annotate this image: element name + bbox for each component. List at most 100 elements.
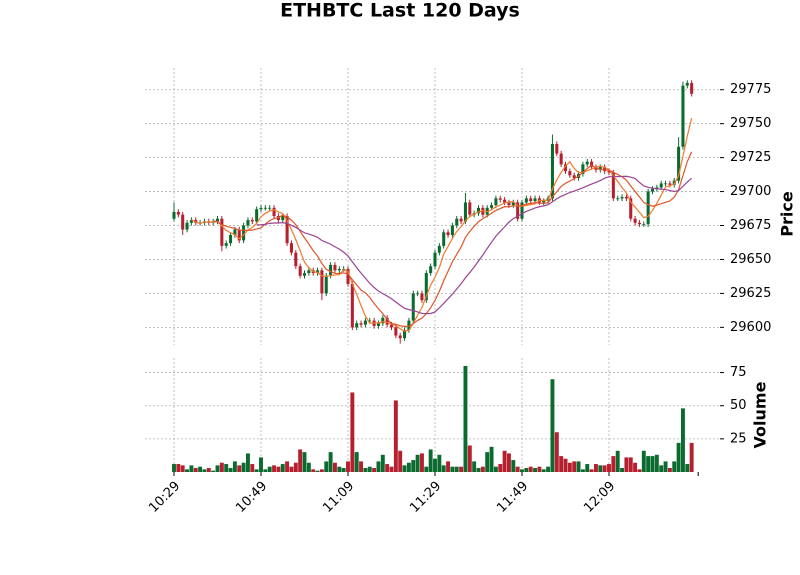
volume-bar xyxy=(554,432,559,472)
volume-bar xyxy=(472,461,477,472)
y-tick-label: 29775 xyxy=(730,82,771,97)
candle-body xyxy=(381,317,385,324)
candle-body xyxy=(181,214,185,230)
moving-average xyxy=(213,151,693,327)
volume-bar xyxy=(193,468,198,472)
candle-body xyxy=(250,220,254,222)
candle-body xyxy=(307,270,311,274)
x-tick-label: 10:29 xyxy=(146,479,183,516)
candle-body xyxy=(302,273,307,276)
candle-body xyxy=(229,235,233,244)
volume-bar xyxy=(611,456,616,472)
volume-bar xyxy=(332,462,337,472)
candle-body xyxy=(263,207,267,209)
volume-bar xyxy=(315,470,320,472)
candle-body xyxy=(285,216,289,244)
candle-body xyxy=(664,183,668,185)
candle-body xyxy=(363,320,367,325)
volume-bar xyxy=(198,466,203,472)
volume-bar xyxy=(419,453,424,472)
volume-bar xyxy=(341,468,346,472)
x-tick-label: 11:49 xyxy=(494,479,531,516)
candle-body xyxy=(324,275,328,294)
volume-bar xyxy=(359,461,364,472)
volume-bar xyxy=(524,468,529,472)
volume-tick-label: 75 xyxy=(730,365,747,380)
candle-body xyxy=(289,243,293,253)
volume-bar xyxy=(454,466,459,472)
volume-bar xyxy=(580,469,585,472)
candle-body xyxy=(407,320,411,331)
candle-body xyxy=(598,167,602,170)
volume-bar xyxy=(615,450,620,472)
volume-bar xyxy=(293,462,298,472)
candle-body xyxy=(563,164,568,172)
volume-bar xyxy=(659,465,664,472)
volume-bar xyxy=(620,468,625,472)
candle-body xyxy=(642,224,646,225)
candle-body xyxy=(520,202,524,219)
candle-body xyxy=(420,293,424,301)
candle-body xyxy=(668,183,672,185)
volume-bar xyxy=(550,379,555,472)
candle-body xyxy=(320,270,324,294)
candle-body xyxy=(607,171,611,173)
candle-body xyxy=(176,211,180,215)
candle-body xyxy=(463,202,467,222)
candle-body xyxy=(403,330,407,339)
volume-bar xyxy=(654,454,659,472)
candle-body xyxy=(259,207,263,210)
candle-body xyxy=(350,283,354,328)
volume-bar xyxy=(189,465,194,472)
candle-body xyxy=(220,218,224,246)
volume-bar xyxy=(232,461,237,472)
candle-body xyxy=(476,207,481,214)
candle-body xyxy=(215,218,220,222)
candle-body xyxy=(416,293,420,295)
candle-body xyxy=(411,293,415,321)
candle-body xyxy=(316,270,320,274)
candle-body xyxy=(681,85,685,147)
candle-body xyxy=(611,172,615,199)
candle-body xyxy=(685,82,689,86)
volume-axis-label: Volume xyxy=(751,381,770,448)
candle-body xyxy=(294,252,298,267)
volume-bar xyxy=(241,462,246,472)
volume-bar xyxy=(593,464,598,472)
volume-bar xyxy=(541,469,546,472)
candle-body xyxy=(568,171,572,176)
volume-bar xyxy=(480,466,485,472)
volume-bar xyxy=(520,469,524,472)
volume-bar xyxy=(672,461,677,472)
volume-bar xyxy=(493,466,498,472)
candle-body xyxy=(394,327,398,336)
x-tick-label: 12:09 xyxy=(581,479,618,516)
volume-tick-label: 25 xyxy=(730,431,747,446)
volume-bar xyxy=(485,452,490,472)
candle-body xyxy=(255,209,259,222)
x-tick-label: 11:09 xyxy=(320,479,357,516)
candle-body xyxy=(550,144,554,199)
volume-bar xyxy=(589,469,594,472)
candle-body xyxy=(646,191,650,225)
volume-bar xyxy=(393,400,398,472)
volume-bar xyxy=(367,466,372,472)
candle-body xyxy=(620,196,624,199)
y-axis-label: Price xyxy=(778,191,797,237)
volume-bar xyxy=(680,408,685,472)
volume-bar xyxy=(676,442,681,472)
volume-bar xyxy=(215,465,220,472)
y-tick-label: 29725 xyxy=(730,150,771,165)
volume-bar xyxy=(267,466,272,472)
volume-tick-label: 50 xyxy=(730,398,747,413)
volume-bar xyxy=(607,464,611,472)
candle-body xyxy=(172,211,176,219)
candle-body xyxy=(650,188,655,192)
volume-bar xyxy=(459,466,464,472)
candle-body xyxy=(542,201,546,203)
chart-title: ETHBTC Last 120 Days xyxy=(280,0,520,22)
volume-bar xyxy=(398,450,403,472)
candle-body xyxy=(333,264,337,271)
candle-body xyxy=(242,225,246,241)
volume-bar xyxy=(224,464,229,472)
